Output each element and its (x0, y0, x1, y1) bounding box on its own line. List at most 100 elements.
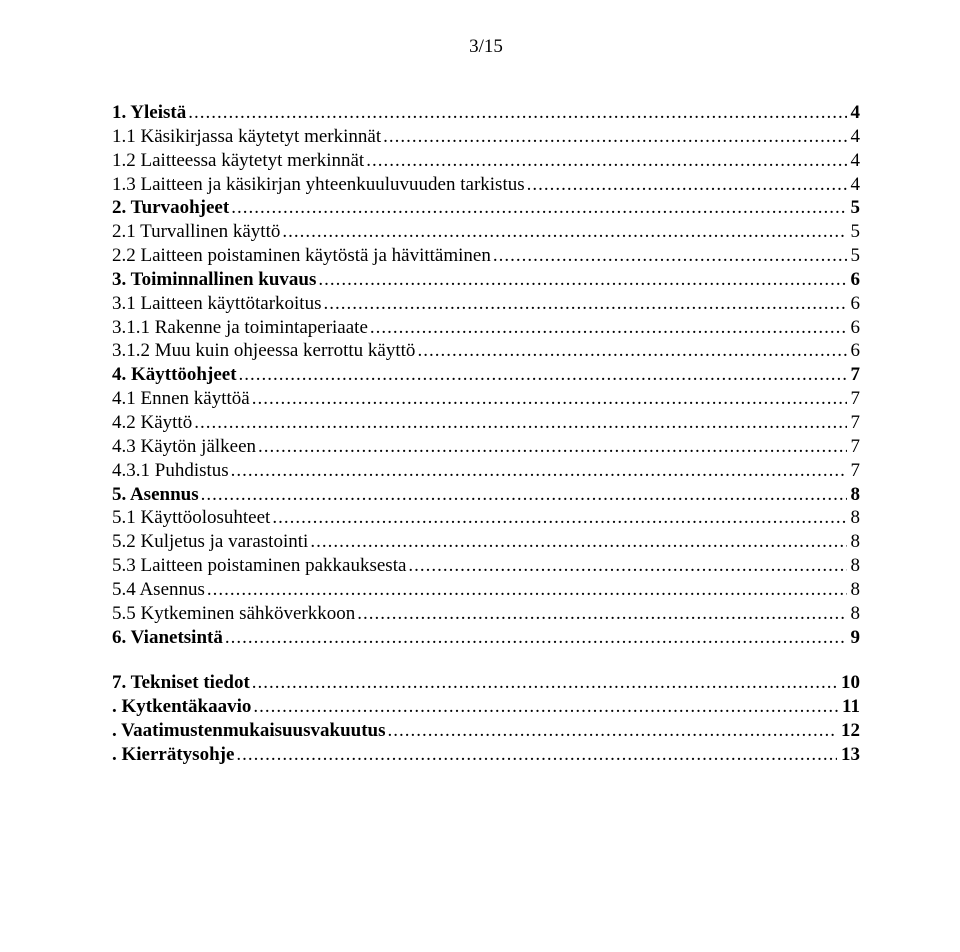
toc-label: 2.1 Turvallinen käyttö (112, 221, 280, 243)
toc-row: 1.2 Laitteessa käytetyt merkinnät 4 (112, 150, 860, 172)
toc-page: 5 (847, 245, 861, 267)
toc-leader (406, 555, 846, 577)
toc-label: 4.3 Käytön jälkeen (112, 436, 256, 458)
toc-label: . Kytkentäkaavio (112, 696, 251, 718)
table-of-contents: 1. Yleistä41.1 Käsikirjassa käytetyt mer… (112, 102, 860, 766)
toc-label: 1.3 Laitteen ja käsikirjan yhteenkuuluvu… (112, 174, 525, 196)
toc-row: 5.2 Kuljetus ja varastointi 8 (112, 531, 860, 553)
toc-row: 4.2 Käyttö7 (112, 412, 860, 434)
toc-leader (381, 126, 846, 148)
toc-page: 8 (847, 507, 861, 529)
toc-page: 7 (847, 460, 861, 482)
toc-page: 5 (847, 197, 861, 219)
toc-row: 6. Vianetsintä 9 (112, 627, 860, 649)
toc-page: 7 (847, 364, 861, 386)
toc-page: 10 (837, 672, 860, 694)
toc-row: 3.1.2 Muu kuin ohjeessa kerrottu käyttö 6 (112, 340, 860, 362)
toc-leader (280, 221, 846, 243)
toc-label: 4.2 Käyttö (112, 412, 192, 434)
toc-page: 4 (847, 126, 861, 148)
toc-leader (256, 436, 846, 458)
toc-row: 2.2 Laitteen poistaminen käytöstä ja häv… (112, 245, 860, 267)
toc-leader (491, 245, 847, 267)
toc-label: 5.4 Asennus (112, 579, 205, 601)
toc-leader (229, 460, 847, 482)
toc-page: 4 (847, 150, 861, 172)
toc-page: 12 (837, 720, 860, 742)
toc-leader (250, 388, 847, 410)
toc-row: . Vaatimustenmukaisuusvakuutus 12 (112, 720, 860, 742)
toc-label: 1. Yleistä (112, 102, 186, 124)
toc-row: 4.3 Käytön jälkeen 7 (112, 436, 860, 458)
toc-label: 6. Vianetsintä (112, 627, 223, 649)
toc-row: 5.1 Käyttöolosuhteet 8 (112, 507, 860, 529)
toc-leader (316, 269, 846, 291)
toc-label: . Kierrätysohje (112, 744, 234, 766)
toc-row: 1. Yleistä 4 (112, 102, 860, 124)
toc-row: 5.3 Laitteen poistaminen pakkauksesta 8 (112, 555, 860, 577)
toc-leader (205, 579, 847, 601)
page-number: 3/15 (112, 36, 860, 58)
toc-label: 3. Toiminnallinen kuvaus (112, 269, 316, 291)
toc-page: 4 (847, 102, 861, 124)
toc-row: 1.3 Laitteen ja käsikirjan yhteenkuuluvu… (112, 174, 860, 196)
toc-label: 4.1 Ennen käyttöä (112, 388, 250, 410)
toc-page: 4 (847, 174, 861, 196)
toc-leader (270, 507, 846, 529)
toc-label: 5.3 Laitteen poistaminen pakkauksesta (112, 555, 406, 577)
toc-row: 4. Käyttöohjeet7 (112, 364, 860, 386)
toc-page: 6 (847, 340, 861, 362)
toc-leader (386, 720, 837, 742)
toc-label: 4.3.1 Puhdistus (112, 460, 229, 482)
toc-label: 2. Turvaohjeet (112, 197, 229, 219)
toc-page: 8 (847, 531, 861, 553)
toc-label: 7. Tekniset tiedot (112, 672, 250, 694)
toc-page: 11 (838, 696, 860, 718)
toc-page: 6 (847, 317, 861, 339)
toc-page: 5 (847, 221, 861, 243)
toc-label: 5.2 Kuljetus ja varastointi (112, 531, 308, 553)
toc-label: 2.2 Laitteen poistaminen käytöstä ja häv… (112, 245, 491, 267)
toc-leader (355, 603, 846, 625)
toc-leader (525, 174, 847, 196)
toc-page: 6 (847, 293, 861, 315)
toc-label: 1.2 Laitteessa käytetyt merkinnät (112, 150, 364, 172)
toc-row: . Kytkentäkaavio 11 (112, 696, 860, 718)
toc-leader (199, 484, 847, 506)
toc-row: 5. Asennus 8 (112, 484, 860, 506)
toc-leader (234, 744, 837, 766)
toc-leader (251, 696, 838, 718)
toc-label: 5.1 Käyttöolosuhteet (112, 507, 270, 529)
toc-row: 2. Turvaohjeet 5 (112, 197, 860, 219)
toc-row: 4.1 Ennen käyttöä 7 (112, 388, 860, 410)
toc-label: 3.1.2 Muu kuin ohjeessa kerrottu käyttö (112, 340, 415, 362)
toc-gap (112, 650, 860, 672)
toc-label: 1.1 Käsikirjassa käytetyt merkinnät (112, 126, 381, 148)
toc-page: 8 (847, 579, 861, 601)
toc-row: 2.1 Turvallinen käyttö 5 (112, 221, 860, 243)
toc-row: 5.4 Asennus 8 (112, 579, 860, 601)
toc-leader (308, 531, 846, 553)
toc-page: 8 (847, 484, 861, 506)
toc-leader (368, 317, 847, 339)
toc-page: 13 (837, 744, 860, 766)
toc-page: 9 (847, 627, 861, 649)
toc-leader (223, 627, 847, 649)
toc-leader (237, 364, 847, 386)
toc-page: 8 (847, 555, 861, 577)
toc-leader (229, 197, 846, 219)
toc-leader (321, 293, 846, 315)
toc-label: . Vaatimustenmukaisuusvakuutus (112, 720, 386, 742)
toc-row: 7. Tekniset tiedot 10 (112, 672, 860, 694)
toc-row: 4.3.1 Puhdistus 7 (112, 460, 860, 482)
toc-page: 7 (847, 436, 861, 458)
toc-label: 5. Asennus (112, 484, 199, 506)
toc-row: 1.1 Käsikirjassa käytetyt merkinnät 4 (112, 126, 860, 148)
toc-page: 6 (847, 269, 861, 291)
toc-label: 3.1.1 Rakenne ja toimintaperiaate (112, 317, 368, 339)
toc-leader (186, 102, 846, 124)
toc-leader (415, 340, 846, 362)
toc-leader (192, 412, 846, 434)
toc-page: 7 (847, 388, 861, 410)
toc-page: 8 (847, 603, 861, 625)
